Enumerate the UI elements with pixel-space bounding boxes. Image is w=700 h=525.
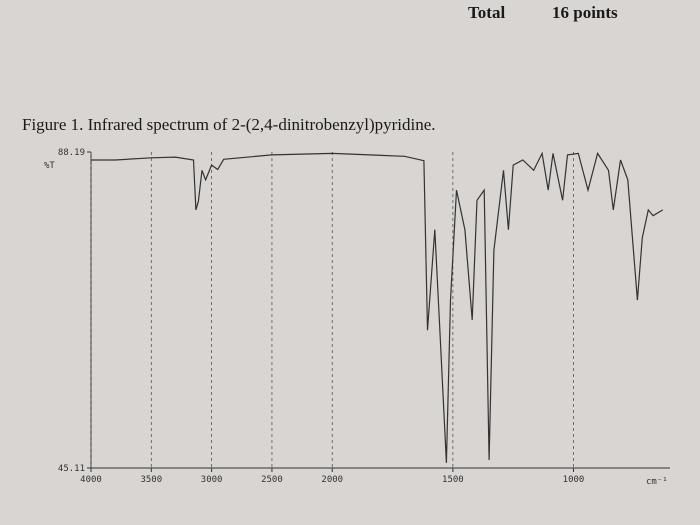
points: 16 points [552, 3, 618, 22]
figure-caption: Figure 1. Infrared spectrum of 2-(2,4-di… [22, 115, 436, 134]
total: Total [468, 3, 505, 22]
x-tick-label: 1000 [563, 475, 585, 485]
y-axis-label: %T [44, 161, 55, 171]
x-tick-label: 1500 [442, 475, 464, 485]
x-tick-label: 3000 [201, 475, 223, 485]
x-tick-label: 2500 [261, 475, 283, 485]
x-tick-label: 3500 [140, 475, 162, 485]
y-tick-label: 88.19 [58, 148, 85, 158]
spectrum-line [91, 151, 664, 463]
x-axis-label: cm⁻¹ [646, 477, 668, 487]
x-tick-label: 4000 [80, 475, 102, 485]
y-tick-label: 45.11 [58, 464, 85, 474]
x-tick-label: 2000 [321, 475, 343, 485]
